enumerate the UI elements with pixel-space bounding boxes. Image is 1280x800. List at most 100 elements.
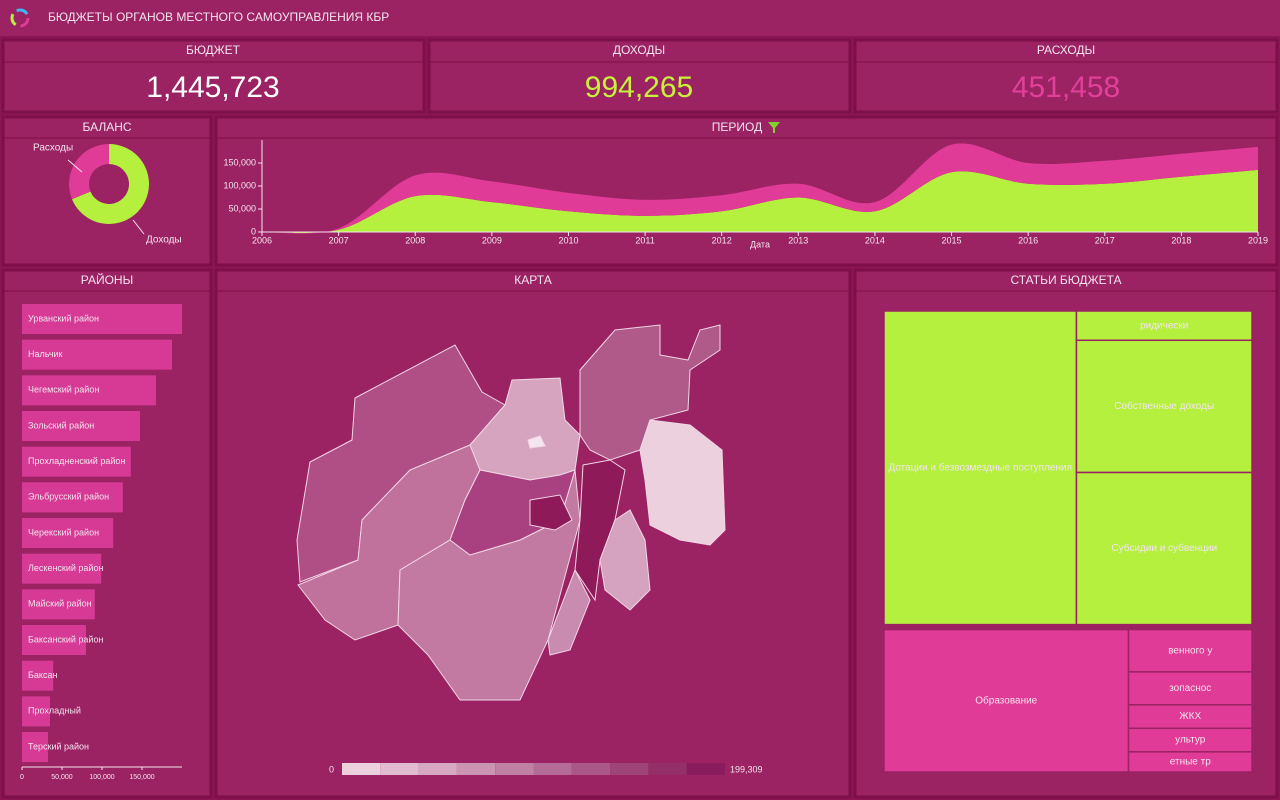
bar-label: Баксан xyxy=(28,670,57,680)
kpi-value: 994,265 xyxy=(585,71,693,104)
panel-title: БАЛАНС xyxy=(82,120,131,134)
bar xyxy=(22,625,86,656)
area xyxy=(262,169,1258,233)
legend-swatch xyxy=(495,763,534,775)
cell-clip: ультур xyxy=(1175,735,1206,746)
kpi-label: РАСХОДЫ xyxy=(1037,43,1095,57)
cell-clip: Собственные доходы xyxy=(1114,400,1214,412)
panel xyxy=(427,38,852,114)
legend-swatch xyxy=(571,763,611,775)
kpi-value: 1,445,723 xyxy=(146,71,279,104)
region[interactable] xyxy=(547,568,591,656)
bar xyxy=(22,553,102,584)
bar xyxy=(22,482,123,513)
panel xyxy=(1,115,213,267)
x-tick-label: 2008 xyxy=(405,235,425,245)
cell-clip: ридически xyxy=(1140,320,1188,331)
area xyxy=(262,143,1258,234)
treemap-cell xyxy=(1075,310,1253,342)
bar xyxy=(22,446,131,477)
map xyxy=(296,324,726,701)
bar-label: Лескенский район xyxy=(28,563,103,573)
bar xyxy=(22,518,114,549)
pie-label: Доходы xyxy=(146,235,182,246)
region[interactable] xyxy=(449,469,576,556)
treemap-cell xyxy=(1127,751,1253,773)
cell-clip: Дотации и безвозмездные поступления xyxy=(888,461,1072,473)
bar-label: Урванский район xyxy=(28,313,99,323)
panel-title: ПЕРИОД xyxy=(712,120,762,134)
x-tick-label: 150,000 xyxy=(129,774,154,781)
y-tick-label: 100,000 xyxy=(223,180,256,190)
panel xyxy=(1,38,426,114)
bar-label: Нальчик xyxy=(28,349,63,359)
page-title: БЮДЖЕТЫ ОРГАНОВ МЕСТНОГО САМОУПРАВЛЕНИЯ … xyxy=(48,10,389,24)
bar xyxy=(22,589,95,620)
pie-slice xyxy=(69,144,109,200)
x-tick-label: 2013 xyxy=(788,235,808,245)
bar-label: Зольский район xyxy=(28,420,94,430)
legend-swatch xyxy=(380,763,419,775)
treemap-label: ЖКХ xyxy=(1179,711,1201,722)
x-tick-label: 2011 xyxy=(635,235,654,245)
x-tick-label: 2019 xyxy=(1248,235,1268,245)
legend-min: 0 xyxy=(329,764,334,774)
treemap-label: Образование xyxy=(975,694,1037,706)
bar-label: Чегемский район xyxy=(28,385,99,395)
x-tick-label: 2017 xyxy=(1095,235,1115,245)
cell-clip: Субсидии и субвенции xyxy=(1111,542,1217,554)
y-tick-label: 0 xyxy=(251,226,256,236)
bar-label: Терский район xyxy=(28,741,89,751)
panel-title: СТАТЬИ БЮДЖЕТА xyxy=(1010,273,1121,287)
region[interactable] xyxy=(579,324,721,461)
region[interactable] xyxy=(527,435,546,449)
treemap-label: Дотации и безвозмездные поступления xyxy=(888,461,1072,473)
treemap-label: ультур xyxy=(1175,735,1206,746)
x-tick-label: 2012 xyxy=(712,235,732,245)
region[interactable] xyxy=(599,509,651,611)
kpi-value: 451,458 xyxy=(1012,71,1120,104)
region[interactable] xyxy=(529,494,573,531)
logo xyxy=(10,8,30,28)
y-tick-label: 150,000 xyxy=(223,157,256,167)
legend-swatch xyxy=(686,763,725,775)
legend-swatch xyxy=(533,763,572,775)
panel-title: РАЙОНЫ xyxy=(81,272,133,287)
bar xyxy=(22,375,156,406)
treemap-label: Собственные доходы xyxy=(1114,400,1214,412)
bar xyxy=(22,339,172,370)
header-bar xyxy=(0,0,1280,36)
x-tick-label: 2010 xyxy=(558,235,578,245)
legend-swatch xyxy=(342,763,381,775)
x-tick-label: 2006 xyxy=(252,235,272,245)
region[interactable] xyxy=(639,419,726,546)
bar xyxy=(22,696,50,727)
x-tick-label: 2007 xyxy=(329,235,349,245)
bar-label: Прохладненский район xyxy=(28,456,125,466)
x-tick-label: 2018 xyxy=(1171,235,1191,245)
bar xyxy=(22,304,182,334)
treemap-label: зопаснос xyxy=(1169,683,1211,694)
treemap-cell xyxy=(1127,671,1253,706)
filter-icon[interactable] xyxy=(768,122,780,133)
treemap-label: ридически xyxy=(1140,320,1188,331)
bar xyxy=(22,660,54,691)
cell-clip: венного у xyxy=(1168,645,1212,656)
x-tick-label: 0 xyxy=(20,774,24,781)
x-tick-label: 50,000 xyxy=(51,774,73,781)
bar-label: Майский район xyxy=(28,599,92,609)
treemap-cell xyxy=(1075,471,1253,626)
x-tick-label: 2016 xyxy=(1018,235,1038,245)
cell-clip: ЖКХ xyxy=(1179,711,1201,722)
legend-swatch xyxy=(648,763,687,775)
bar-label: Эльбрусский район xyxy=(28,492,109,502)
treemap-label: венного у xyxy=(1168,645,1212,656)
legend-swatch xyxy=(610,763,649,775)
x-axis-label: Дата xyxy=(750,239,770,249)
panel-title: КАРТА xyxy=(514,273,551,287)
treemap-cell xyxy=(883,628,1130,773)
panel xyxy=(853,38,1279,114)
pie-slice xyxy=(72,144,149,225)
leader-line xyxy=(132,219,145,235)
